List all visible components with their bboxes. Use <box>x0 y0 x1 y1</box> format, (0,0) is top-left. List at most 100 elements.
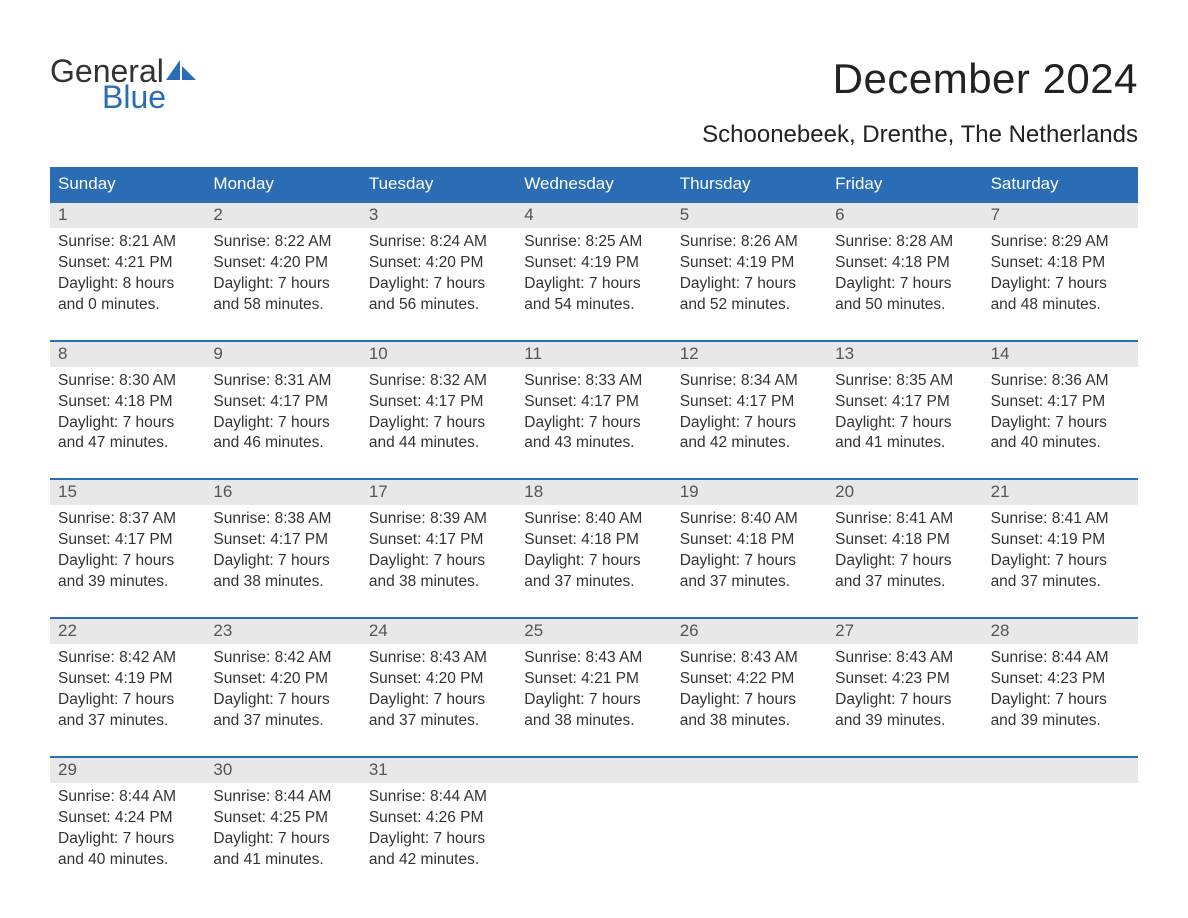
daylight-line-2: and 58 minutes. <box>213 295 352 316</box>
daylight-line-1: Daylight: 7 hours <box>213 551 352 572</box>
weekday-header: Tuesday <box>361 167 516 201</box>
daylight-line-1: Daylight: 7 hours <box>369 413 508 434</box>
sunset-line: Sunset: 4:26 PM <box>369 808 508 829</box>
day-number: 15 <box>50 480 205 505</box>
sunset-line: Sunset: 4:17 PM <box>369 530 508 551</box>
daylight-line-2: and 44 minutes. <box>369 433 508 454</box>
day-number: 14 <box>983 342 1138 367</box>
daylight-line-1: Daylight: 7 hours <box>369 829 508 850</box>
weekday-header: Thursday <box>672 167 827 201</box>
daylight-line-1: Daylight: 7 hours <box>835 274 974 295</box>
sunset-line: Sunset: 4:18 PM <box>835 253 974 274</box>
daylight-line-1: Daylight: 7 hours <box>58 829 197 850</box>
month-title: December 2024 <box>702 55 1138 103</box>
daylight-line-2: and 37 minutes. <box>680 572 819 593</box>
day-number: 22 <box>50 619 205 644</box>
daylight-line-1: Daylight: 7 hours <box>369 690 508 711</box>
day-cell: Sunrise: 8:44 AMSunset: 4:26 PMDaylight:… <box>361 783 516 877</box>
day-number: 27 <box>827 619 982 644</box>
day-number: 26 <box>672 619 827 644</box>
sunrise-line: Sunrise: 8:22 AM <box>213 232 352 253</box>
daylight-line-1: Daylight: 7 hours <box>835 551 974 572</box>
day-cell: Sunrise: 8:43 AMSunset: 4:20 PMDaylight:… <box>361 644 516 738</box>
sunset-line: Sunset: 4:20 PM <box>213 669 352 690</box>
daylight-line-1: Daylight: 7 hours <box>58 690 197 711</box>
daylight-line-2: and 38 minutes. <box>213 572 352 593</box>
daylight-line-2: and 38 minutes. <box>680 711 819 732</box>
day-cell: Sunrise: 8:40 AMSunset: 4:18 PMDaylight:… <box>516 505 671 599</box>
day-number: 11 <box>516 342 671 367</box>
daylight-line-2: and 39 minutes. <box>991 711 1130 732</box>
daylight-line-1: Daylight: 7 hours <box>213 690 352 711</box>
daylight-line-2: and 46 minutes. <box>213 433 352 454</box>
day-cell: Sunrise: 8:21 AMSunset: 4:21 PMDaylight:… <box>50 228 205 322</box>
week-row: 293031Sunrise: 8:44 AMSunset: 4:24 PMDay… <box>50 756 1138 877</box>
day-number <box>516 758 671 783</box>
day-number: 17 <box>361 480 516 505</box>
daylight-line-2: and 43 minutes. <box>524 433 663 454</box>
daylight-line-2: and 37 minutes. <box>58 711 197 732</box>
daylight-line-2: and 37 minutes. <box>991 572 1130 593</box>
day-cell: Sunrise: 8:24 AMSunset: 4:20 PMDaylight:… <box>361 228 516 322</box>
day-number: 7 <box>983 203 1138 228</box>
daylight-line-1: Daylight: 7 hours <box>524 690 663 711</box>
daylight-line-1: Daylight: 7 hours <box>991 274 1130 295</box>
daylight-line-2: and 0 minutes. <box>58 295 197 316</box>
daylight-line-1: Daylight: 7 hours <box>680 690 819 711</box>
sunrise-line: Sunrise: 8:41 AM <box>835 509 974 530</box>
sunset-line: Sunset: 4:19 PM <box>680 253 819 274</box>
day-cell: Sunrise: 8:44 AMSunset: 4:23 PMDaylight:… <box>983 644 1138 738</box>
daylight-line-2: and 37 minutes. <box>524 572 663 593</box>
daylight-line-1: Daylight: 7 hours <box>680 413 819 434</box>
sunrise-line: Sunrise: 8:21 AM <box>58 232 197 253</box>
day-number: 4 <box>516 203 671 228</box>
sunrise-line: Sunrise: 8:34 AM <box>680 371 819 392</box>
sunrise-line: Sunrise: 8:40 AM <box>680 509 819 530</box>
daylight-line-1: Daylight: 7 hours <box>835 690 974 711</box>
sunrise-line: Sunrise: 8:43 AM <box>680 648 819 669</box>
sunrise-line: Sunrise: 8:43 AM <box>524 648 663 669</box>
daylight-line-1: Daylight: 7 hours <box>369 274 508 295</box>
daylight-line-2: and 39 minutes. <box>835 711 974 732</box>
sunset-line: Sunset: 4:18 PM <box>58 392 197 413</box>
day-number: 13 <box>827 342 982 367</box>
sunrise-line: Sunrise: 8:32 AM <box>369 371 508 392</box>
day-number <box>827 758 982 783</box>
daylight-line-1: Daylight: 7 hours <box>991 413 1130 434</box>
sunrise-line: Sunrise: 8:28 AM <box>835 232 974 253</box>
sunset-line: Sunset: 4:17 PM <box>680 392 819 413</box>
daylight-line-1: Daylight: 7 hours <box>213 829 352 850</box>
weekday-header: Saturday <box>983 167 1138 201</box>
sunrise-line: Sunrise: 8:30 AM <box>58 371 197 392</box>
sunset-line: Sunset: 4:20 PM <box>369 669 508 690</box>
daylight-line-2: and 41 minutes. <box>835 433 974 454</box>
daylight-line-1: Daylight: 7 hours <box>58 551 197 572</box>
day-number: 24 <box>361 619 516 644</box>
daylight-line-1: Daylight: 7 hours <box>680 551 819 572</box>
day-cell: Sunrise: 8:44 AMSunset: 4:25 PMDaylight:… <box>205 783 360 877</box>
daylight-line-1: Daylight: 7 hours <box>58 413 197 434</box>
week-row: 1234567Sunrise: 8:21 AMSunset: 4:21 PMDa… <box>50 201 1138 322</box>
day-number <box>672 758 827 783</box>
day-cell: Sunrise: 8:30 AMSunset: 4:18 PMDaylight:… <box>50 367 205 461</box>
sunrise-line: Sunrise: 8:43 AM <box>835 648 974 669</box>
day-cell: Sunrise: 8:37 AMSunset: 4:17 PMDaylight:… <box>50 505 205 599</box>
day-cell: Sunrise: 8:36 AMSunset: 4:17 PMDaylight:… <box>983 367 1138 461</box>
day-number: 5 <box>672 203 827 228</box>
day-cell: Sunrise: 8:40 AMSunset: 4:18 PMDaylight:… <box>672 505 827 599</box>
sunset-line: Sunset: 4:17 PM <box>835 392 974 413</box>
sunset-line: Sunset: 4:19 PM <box>524 253 663 274</box>
title-block: December 2024 Schoonebeek, Drenthe, The … <box>702 55 1138 149</box>
sunset-line: Sunset: 4:18 PM <box>680 530 819 551</box>
sunset-line: Sunset: 4:17 PM <box>369 392 508 413</box>
day-cell: Sunrise: 8:33 AMSunset: 4:17 PMDaylight:… <box>516 367 671 461</box>
sunrise-line: Sunrise: 8:37 AM <box>58 509 197 530</box>
logo-text-blue: Blue <box>102 81 196 113</box>
logo: General Blue <box>50 55 196 113</box>
daylight-line-2: and 38 minutes. <box>524 711 663 732</box>
daylight-line-2: and 37 minutes. <box>213 711 352 732</box>
day-number: 12 <box>672 342 827 367</box>
sunset-line: Sunset: 4:17 PM <box>213 392 352 413</box>
daylight-line-2: and 47 minutes. <box>58 433 197 454</box>
sunrise-line: Sunrise: 8:42 AM <box>58 648 197 669</box>
